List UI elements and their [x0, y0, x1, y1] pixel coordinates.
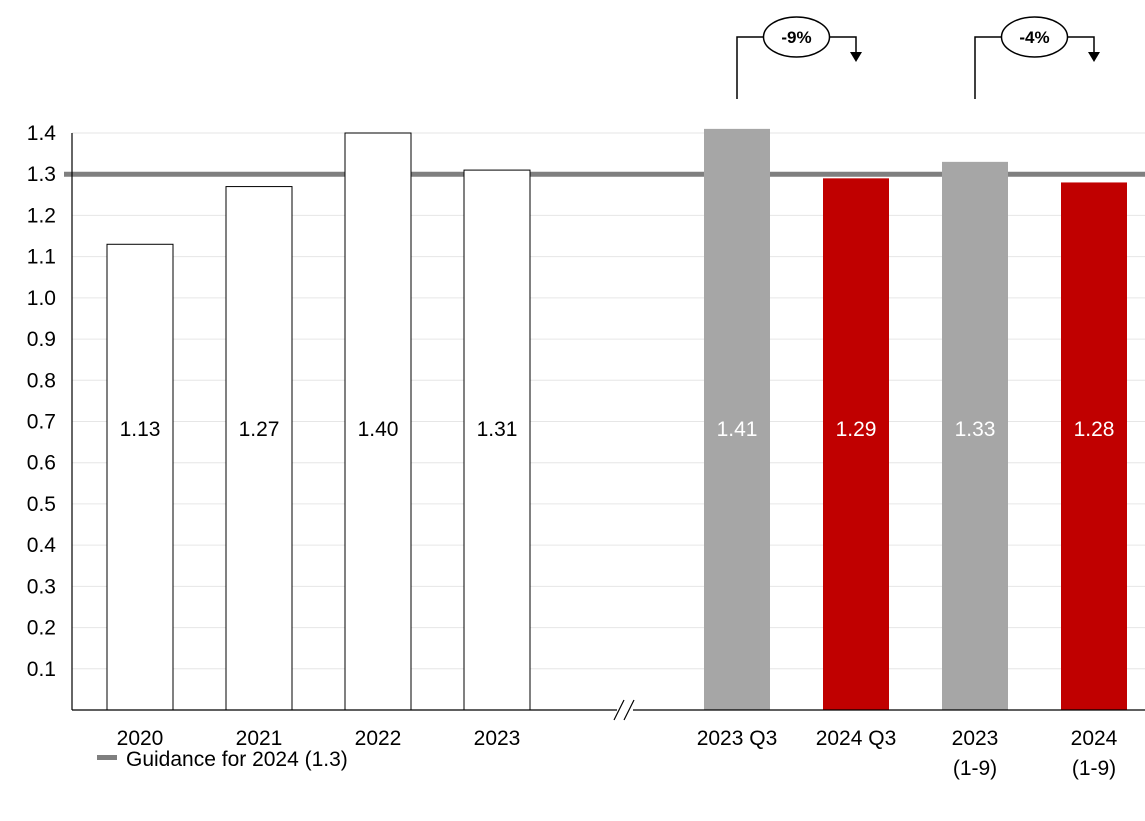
- x-tick-label-line2: (1-9): [953, 757, 997, 780]
- data-label: 1.28: [1074, 418, 1115, 441]
- y-tick-label: 0.9: [27, 328, 56, 351]
- y-tick-label: 0.4: [27, 534, 57, 557]
- x-tick-label: 2023: [952, 727, 999, 750]
- bar: [225, 186, 293, 711]
- annotations: -9% -4%: [736, 16, 1100, 99]
- x-tick-label: 2022: [355, 727, 402, 750]
- y-tick-label: 0.7: [27, 411, 56, 434]
- bars: [106, 128, 1127, 711]
- data-label: 1.29: [836, 418, 877, 441]
- change-connector: [974, 36, 1002, 99]
- x-tick-label: 2024: [1071, 727, 1118, 750]
- data-label: 1.31: [477, 418, 518, 441]
- y-tick-label: 1.1: [27, 246, 56, 269]
- y-tick-label: 0.3: [27, 575, 56, 598]
- down-arrow-icon: [850, 52, 862, 62]
- x-tick-label: 2024 Q3: [816, 727, 897, 750]
- bar: [344, 132, 412, 711]
- change-connector: [1067, 36, 1095, 54]
- data-label: 1.13: [120, 418, 161, 441]
- data-label: 1.41: [717, 418, 758, 441]
- bar: [106, 243, 174, 711]
- y-tick-label: 1.2: [27, 204, 56, 227]
- data-label: 1.40: [358, 418, 399, 441]
- change-label: -4%: [1019, 28, 1049, 47]
- y-tick-label: 1.3: [27, 163, 56, 186]
- change-bubble: [1000, 16, 1069, 58]
- bar: [942, 161, 1008, 711]
- axis-break-mark: [623, 699, 635, 721]
- bar: [463, 169, 531, 711]
- x-tick-label: 2023 Q3: [697, 727, 778, 750]
- x-tick-label: 2020: [117, 727, 164, 750]
- axis-break-mark: [613, 699, 625, 721]
- change-label: -9%: [781, 28, 811, 47]
- bar: [704, 128, 770, 711]
- legend-label: Guidance for 2024 (1.3): [126, 748, 348, 771]
- y-tick-label: 0.5: [27, 493, 56, 516]
- y-tick-label: 1.0: [27, 287, 56, 310]
- x-tick-label-line2: (1-9): [1072, 757, 1116, 780]
- x-tick-label: 2023: [474, 727, 521, 750]
- down-arrow-icon: [1088, 52, 1100, 62]
- y-tick-label: 0.8: [27, 369, 56, 392]
- axes: [71, 133, 1145, 721]
- data-label: 1.33: [955, 418, 996, 441]
- bar: [1061, 182, 1127, 710]
- y-tick-label: 1.4: [27, 122, 57, 145]
- y-tick-label: 0.2: [27, 617, 56, 640]
- change-connector: [736, 36, 764, 99]
- labels: 0.10.20.30.40.50.60.70.80.91.01.11.21.31…: [27, 122, 1118, 780]
- y-tick-label: 0.6: [27, 452, 56, 475]
- legend-swatch: [97, 755, 117, 760]
- change-connector: [829, 36, 857, 54]
- change-bubble: [762, 16, 831, 58]
- legend: Guidance for 2024 (1.3): [97, 748, 348, 771]
- data-label: 1.27: [239, 418, 280, 441]
- y-tick-label: 0.1: [27, 658, 56, 681]
- x-tick-label: 2021: [236, 727, 283, 750]
- bar: [823, 178, 889, 711]
